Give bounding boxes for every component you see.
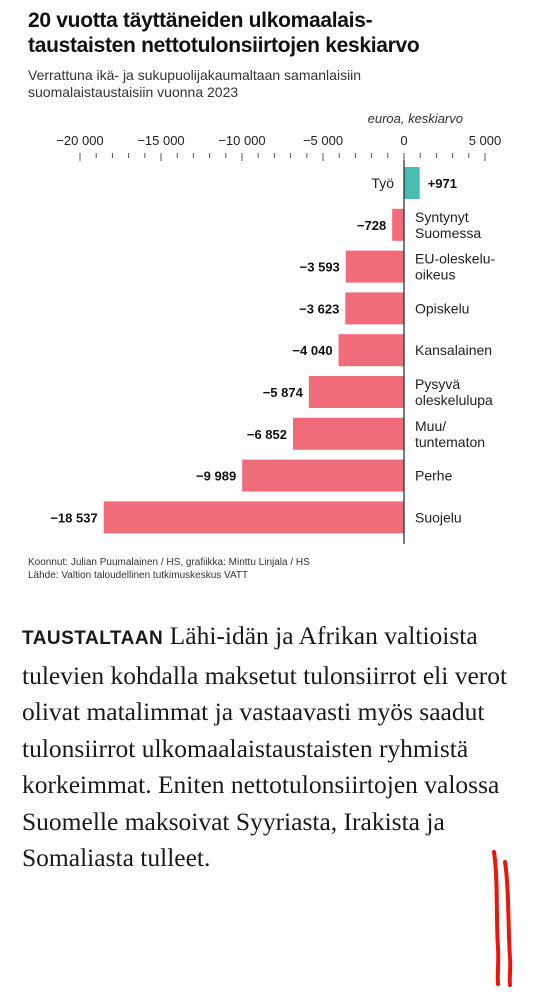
category-label: oikeus — [415, 267, 455, 283]
value-label: −3 593 — [300, 260, 340, 275]
x-tick-label: −15 000 — [137, 133, 184, 148]
bar — [103, 501, 405, 534]
category-label: Muu/ — [415, 418, 446, 434]
pen-stroke — [492, 850, 501, 986]
red-pen-marker — [492, 850, 513, 987]
x-tick-label: −10 000 — [218, 133, 265, 148]
chart-subtitle: Verrattuna ikä- ja sukupuolijakaumaltaan… — [28, 67, 508, 101]
x-tick-label: −5 000 — [303, 133, 343, 148]
value-label: −728 — [357, 218, 386, 233]
bar — [345, 292, 404, 325]
category-label: oleskelulupa — [415, 392, 493, 408]
bar — [242, 459, 404, 492]
chart-title: 20 vuotta täyttäneiden ulkomaalais- taus… — [28, 8, 518, 58]
bar — [338, 334, 404, 367]
x-tick-label: 0 — [400, 133, 407, 148]
value-label: −18 537 — [50, 510, 97, 525]
article-paragraph: TAUSTALTAAN Lähi-idän ja Afrikan valtioi… — [22, 618, 522, 877]
value-label: −9 989 — [196, 469, 236, 484]
category-label: Suojelu — [415, 509, 462, 525]
bar — [308, 376, 404, 408]
value-label: −3 623 — [299, 301, 339, 316]
bar — [292, 417, 404, 450]
category-label: Syntynyt — [415, 209, 469, 225]
bar-chart: euroa, keskiarvo −20 000 −15 000 −10 000 −5 … — [50, 111, 502, 544]
bar — [404, 167, 420, 199]
category-label: EU-oleskelu- — [415, 251, 495, 267]
credits-source: Lähde: Valtion taloudellinen tutkimuskes… — [28, 570, 249, 581]
subtitle-line-2: suomalaistaustaisiin vuonna 2023 — [28, 84, 239, 100]
value-label: −5 874 — [263, 385, 304, 400]
article-lead: TAUSTALTAAN — [22, 628, 164, 649]
category-label: Perhe — [415, 468, 453, 484]
title-line-1: 20 vuotta täyttäneiden ulkomaalais- — [28, 9, 373, 32]
subtitle-line-1: Verrattuna ikä- ja sukupuolijakaumaltaan… — [28, 67, 362, 83]
unit-label: euroa, keskiarvo — [368, 111, 463, 126]
credits-authors: Koonnut: Julian Puumalainen / HS, grafii… — [28, 557, 310, 568]
x-tick-label: 5 000 — [469, 133, 502, 148]
bar — [345, 250, 404, 283]
value-label: −4 040 — [292, 343, 332, 358]
category-label: Pysyvä — [415, 376, 460, 392]
category-label: Suomessa — [415, 225, 481, 241]
x-tick-label: −20 000 — [56, 133, 103, 148]
title-line-2: taustaisten nettotulonsiirtojen keskiarv… — [28, 34, 420, 57]
bar — [392, 208, 404, 241]
pen-stroke — [503, 860, 513, 987]
category-label: Kansalainen — [415, 342, 492, 358]
category-label: Opiskelu — [415, 300, 469, 316]
value-label: +971 — [428, 176, 457, 191]
value-label: −6 852 — [247, 427, 287, 442]
category-label: Työ — [371, 175, 394, 191]
credits: Koonnut: Julian Puumalainen / HS, grafii… — [28, 556, 310, 582]
category-label: tuntematon — [415, 434, 485, 450]
article-text: Lähi-idän ja Afrikan valtioista tulevien… — [22, 621, 508, 872]
